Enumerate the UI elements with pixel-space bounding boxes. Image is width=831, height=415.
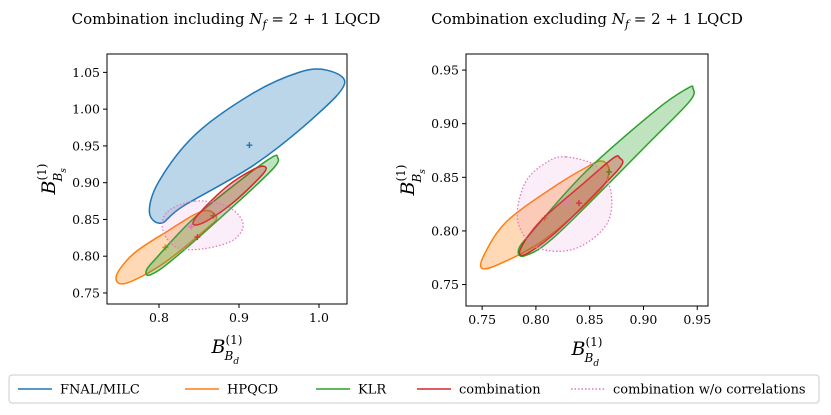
y-tick-label: 0.95 — [72, 138, 100, 153]
center-marker-combination — [575, 200, 582, 207]
y-tick-label: 0.75 — [431, 277, 459, 292]
legend-label-fnal-milc: FNAL/MILC — [60, 383, 140, 398]
contour-combination — [518, 155, 624, 257]
y-tick-label: 0.80 — [72, 249, 100, 264]
y-axis-label: B(1) Bs — [35, 164, 69, 196]
plot-area — [115, 68, 346, 285]
y-tick-label: 0.85 — [72, 212, 100, 227]
center-marker-combination — [194, 234, 201, 241]
x-tick-label: 1.0 — [309, 310, 329, 325]
panel-title: Combination excluding Nf = 2 + 1 LQCD — [431, 10, 743, 31]
y-tick-label: 1.05 — [72, 65, 100, 80]
legend-label-klr: KLR — [358, 383, 387, 398]
legend-label-combination-w-o-correlations: combination w/o correlations — [613, 383, 806, 398]
x-tick-label: 0.8 — [149, 310, 169, 325]
x-tick-label: 0.75 — [468, 312, 496, 327]
y-tick-label: 0.75 — [72, 285, 100, 300]
contour-combination-w-o-correlations — [516, 156, 613, 252]
legend: FNAL/MILC HPQCD KLR combination combination … — [8, 374, 820, 404]
y-tick-label: 1.00 — [72, 102, 100, 117]
legend-box — [8, 374, 820, 404]
y-axis-label: B(1) Bs — [394, 165, 428, 197]
x-axis-label: B(1) Bd — [571, 335, 603, 369]
contour-klr — [517, 85, 695, 257]
plot-area — [479, 85, 695, 270]
contour-combination-w-o-correlations — [161, 200, 244, 251]
center-marker-combination-w-o-correlations — [188, 223, 194, 230]
center-marker-klr — [606, 168, 613, 175]
x-tick-label: 0.9 — [229, 310, 249, 325]
y-tick-label: 0.95 — [431, 63, 459, 78]
legend-label-combination: combination — [459, 383, 541, 398]
panel-left: Combination including Nf = 2 + 1 LQCD 0.8… — [35, 10, 380, 367]
legend-label-hpqcd: HPQCD — [227, 383, 278, 398]
axes-frame — [465, 53, 709, 307]
center-marker-combination-w-o-correlations — [563, 200, 570, 207]
panel-right: Combination excluding Nf = 2 + 1 LQCD 0.7… — [394, 10, 743, 369]
x-tick-label: 0.80 — [522, 312, 550, 327]
contour-fnal-milc — [148, 68, 346, 224]
x-axis-label: B(1) Bd — [211, 333, 243, 367]
contour-combination — [192, 165, 267, 226]
y-tick-label: 0.90 — [431, 116, 459, 131]
y-tick-label: 0.90 — [72, 175, 100, 190]
x-tick-label: 0.90 — [630, 312, 658, 327]
x-tick-label: 0.85 — [576, 312, 604, 327]
axes-frame — [106, 53, 348, 305]
center-marker-fnal-milc — [246, 142, 253, 149]
y-tick-label: 0.85 — [431, 170, 459, 185]
y-tick-label: 0.80 — [431, 223, 459, 238]
x-tick-label: 0.95 — [683, 312, 711, 327]
panel-title: Combination including Nf = 2 + 1 LQCD — [72, 10, 381, 31]
